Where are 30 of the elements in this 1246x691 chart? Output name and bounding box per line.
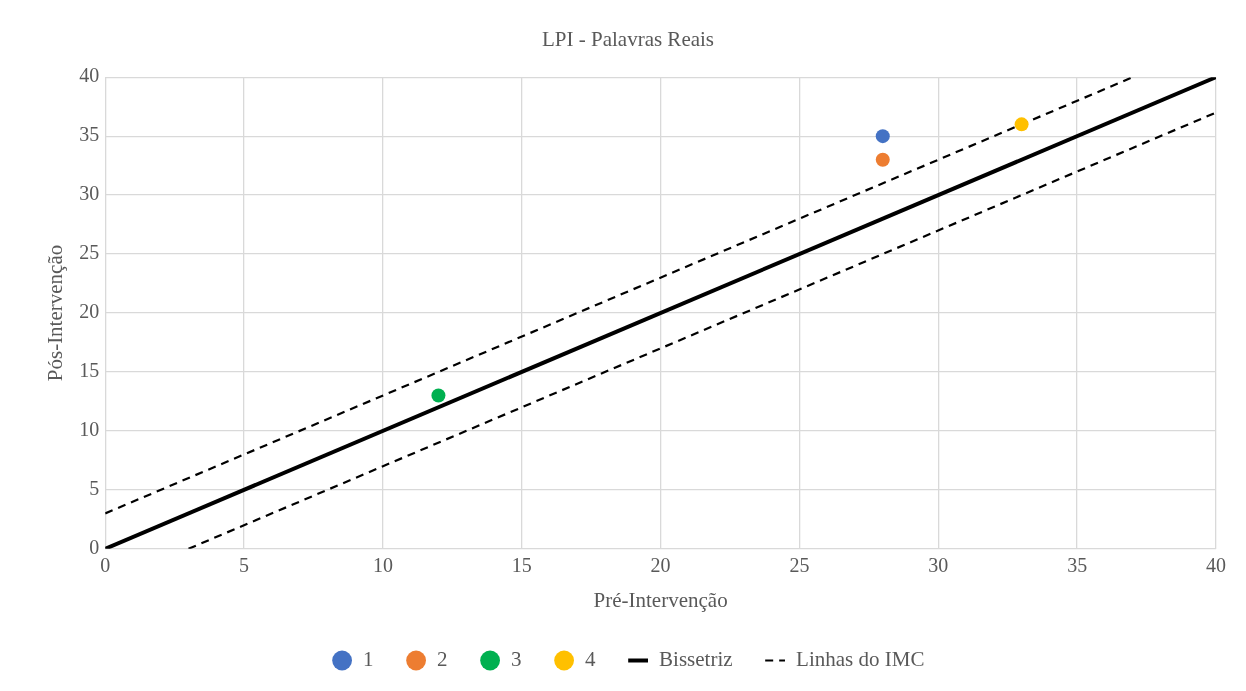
chart-title: LPI - Palavras Reais [541,27,715,52]
x-tick-label: 40 [1206,554,1226,577]
legend-label: 2 [437,647,448,672]
point [1014,117,1029,132]
legend-label: 4 [585,647,597,672]
legend-label: 1 [363,647,374,672]
y-tick-label: 15 [79,359,100,382]
y-tick-label: 0 [89,536,100,559]
legend-label: 3 [511,647,522,672]
x-tick-label: 15 [511,554,532,577]
y-tick-label: 5 [89,477,100,500]
legend-label: Linhas do IMC [796,647,925,672]
point [875,129,890,144]
point [431,388,446,403]
legend-label: Bissetriz [659,647,733,672]
x-tick-label: 25 [789,554,810,577]
y-tick-label: 35 [79,123,100,146]
x-tick-label: 5 [239,554,250,577]
y-tick-label: 10 [79,418,100,441]
y-tick-label: 20 [79,300,100,323]
x-tick-label: 30 [928,554,949,577]
y-tick-label: 25 [79,241,100,264]
x-tick-label: 10 [372,554,393,577]
x-tick-label: 20 [650,554,671,577]
x-axis-title: Pré-Intervenção [593,587,728,612]
y-axis-title: Pós-Intervenção [43,244,68,382]
y-tick-label: 30 [79,182,100,205]
point [875,152,890,167]
y-tick-label: 40 [79,64,100,87]
x-tick-label: 35 [1067,554,1088,577]
